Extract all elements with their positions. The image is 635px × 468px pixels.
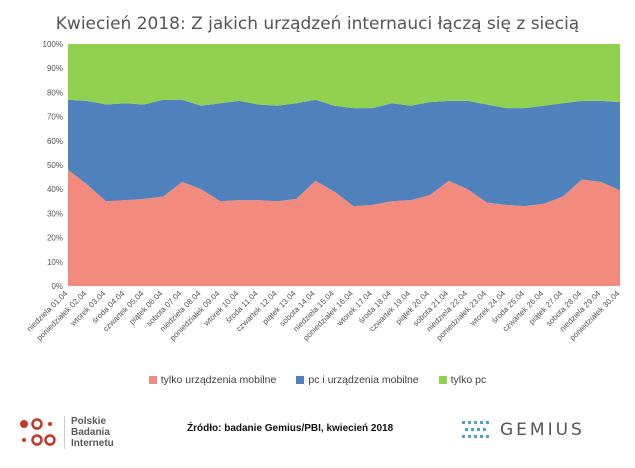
legend-label-mobile: tylko urządzenia mobilne bbox=[160, 374, 277, 386]
legend-item-mobile: tylko urządzenia mobilne bbox=[148, 374, 277, 386]
legend-item-pc-mobile: pc i urządzenia mobilne bbox=[296, 374, 419, 386]
y-tick-label: 90% bbox=[47, 64, 63, 73]
chart-title: Kwiecień 2018: Z jakich urządzeń interna… bbox=[55, 14, 580, 34]
y-tick-label: 50% bbox=[47, 161, 63, 170]
pbi-logo: Polskie Badania Internetu bbox=[18, 416, 114, 449]
pbi-logo-icon bbox=[20, 417, 56, 446]
pbi-logo-text: Polskie Badania Internetu bbox=[64, 416, 114, 449]
legend-label-pc-mobile: pc i urządzenia mobilne bbox=[308, 374, 419, 386]
y-tick-label: 10% bbox=[47, 258, 63, 267]
legend-label-pc: tylko pc bbox=[450, 374, 487, 386]
area-series-0 bbox=[68, 169, 620, 286]
pbi-line-3: Internetu bbox=[71, 438, 114, 449]
y-tick-label: 80% bbox=[47, 88, 63, 97]
pbi-line-2: Badania bbox=[71, 427, 110, 438]
y-tick-label: 0% bbox=[51, 282, 63, 291]
gemius-logo: GEMIUS bbox=[462, 420, 585, 440]
area-series-2 bbox=[68, 44, 620, 109]
legend-swatch-pc bbox=[438, 376, 447, 384]
pbi-line-1: Polskie bbox=[71, 416, 107, 427]
area-chart: 0%10%20%30%40%50%60%70%80%90%100%niedzie… bbox=[25, 40, 622, 343]
area-series-1 bbox=[68, 99, 620, 207]
legend-swatch-pc-mobile bbox=[296, 376, 305, 384]
legend: tylko urządzenia mobilne pc i urządzenia… bbox=[0, 374, 635, 386]
legend-swatch-mobile bbox=[148, 376, 157, 384]
y-tick-label: 40% bbox=[47, 185, 63, 194]
gemius-logo-icon bbox=[462, 421, 489, 438]
y-tick-label: 60% bbox=[47, 137, 63, 146]
source-note: Źródło: badanie Gemius/PBI, kwiecień 201… bbox=[187, 423, 394, 434]
gemius-logo-text: GEMIUS bbox=[500, 420, 585, 440]
y-tick-label: 20% bbox=[47, 234, 63, 243]
y-tick-label: 100% bbox=[43, 40, 63, 49]
legend-item-pc: tylko pc bbox=[438, 374, 487, 386]
y-tick-label: 30% bbox=[47, 209, 63, 218]
y-tick-label: 70% bbox=[47, 113, 63, 122]
